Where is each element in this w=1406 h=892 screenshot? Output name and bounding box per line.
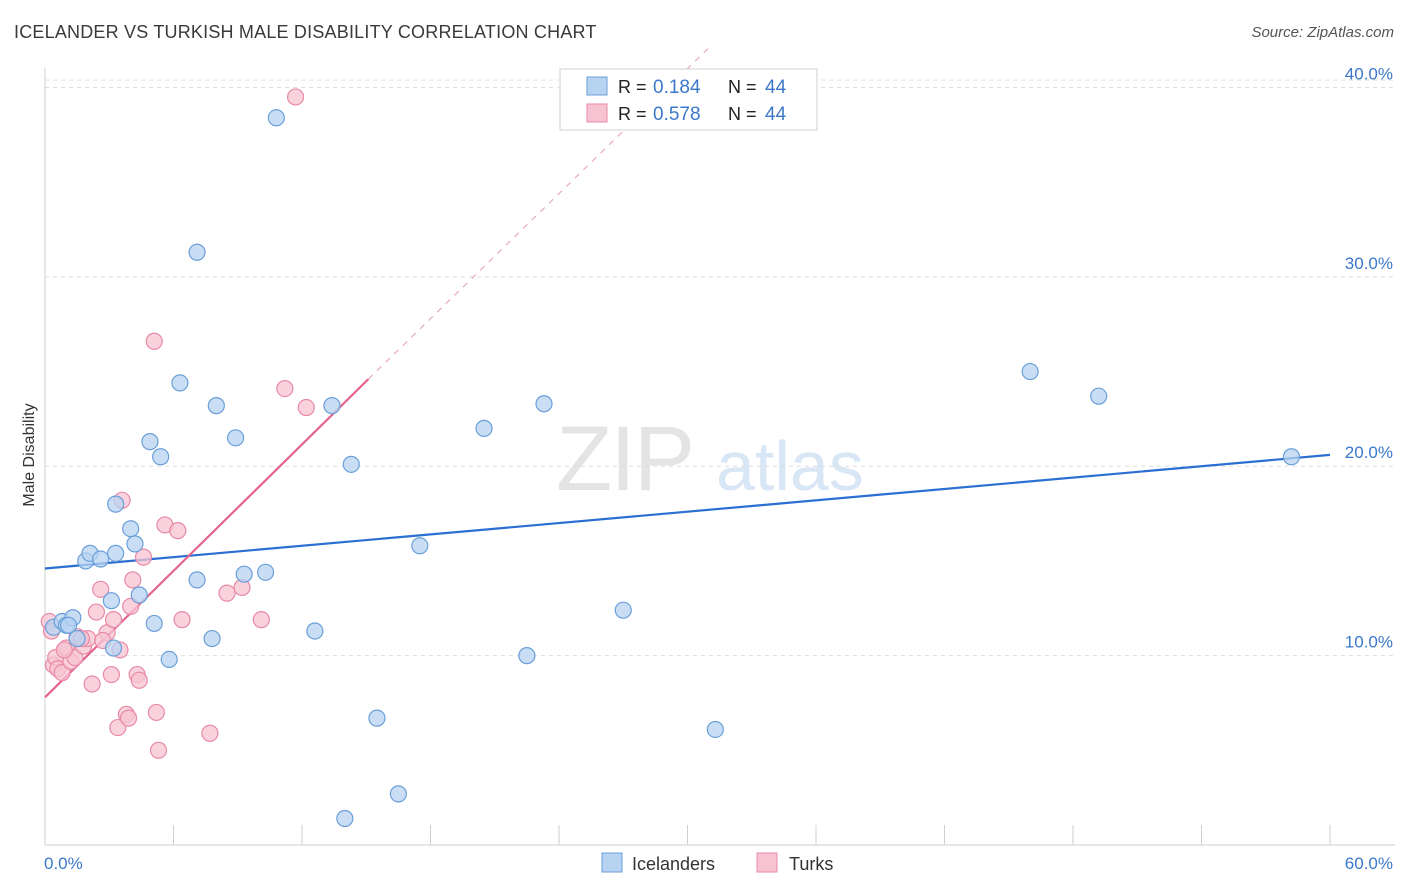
legend-n-label-1: N = xyxy=(728,77,757,97)
point-turks-29 xyxy=(149,741,168,759)
point-icelanders-34 xyxy=(411,537,429,555)
point-icelanders-25 xyxy=(235,565,253,583)
x-tick-min: 0.0% xyxy=(44,854,83,873)
point-icelanders-13 xyxy=(126,535,144,553)
point-icelanders-19 xyxy=(171,374,189,392)
legend-r-label-1: R = xyxy=(618,77,647,97)
point-turks-15 xyxy=(104,611,123,629)
x-tick-max: 60.0% xyxy=(1345,854,1393,873)
point-icelanders-11 xyxy=(107,495,125,513)
point-icelanders-10 xyxy=(107,544,125,562)
point-icelanders-27 xyxy=(267,109,285,127)
point-turks-13 xyxy=(92,580,110,598)
point-icelanders-18 xyxy=(160,650,178,669)
legend-r-label-2: R = xyxy=(618,104,647,124)
point-turks-38 xyxy=(297,398,315,417)
point-turks-36 xyxy=(252,611,270,629)
point-turks-32 xyxy=(173,611,191,629)
legend-n-label-2: N = xyxy=(728,104,757,124)
bottom-legend-label-icelanders: Icelanders xyxy=(632,854,715,874)
point-turks-40 xyxy=(55,641,73,659)
legend-r-value-1: 0.184 xyxy=(653,77,701,98)
point-turks-17 xyxy=(109,718,127,737)
legend-swatch-icelanders xyxy=(586,76,608,96)
point-turks-22 xyxy=(122,597,140,615)
point-icelanders-29 xyxy=(323,397,341,415)
point-icelanders-4 xyxy=(68,629,86,648)
point-icelanders-38 xyxy=(614,601,632,619)
bottom-legend-swatch-turks xyxy=(756,852,778,873)
source-credit: Source: ZipAtlas.com xyxy=(1251,24,1394,41)
point-icelanders-17 xyxy=(152,448,170,466)
point-icelanders-16 xyxy=(145,614,163,633)
point-icelanders-26 xyxy=(256,563,275,581)
point-icelanders-43 xyxy=(59,616,78,634)
point-icelanders-41 xyxy=(1090,387,1108,405)
point-turks-26 xyxy=(134,548,153,566)
data-points xyxy=(40,88,1301,828)
point-icelanders-7 xyxy=(92,550,110,568)
point-icelanders-24 xyxy=(227,429,245,447)
point-icelanders-42 xyxy=(1282,448,1301,466)
point-icelanders-32 xyxy=(368,709,386,727)
y-tick-label-10: 10.0% xyxy=(1345,633,1393,652)
point-icelanders-33 xyxy=(389,785,407,803)
point-turks-25 xyxy=(130,671,148,689)
point-icelanders-9 xyxy=(104,639,123,657)
point-icelanders-20 xyxy=(188,571,206,589)
point-turks-33 xyxy=(201,724,219,742)
point-icelanders-37 xyxy=(535,395,553,413)
y-axis-label: Male Disability xyxy=(21,403,38,506)
point-turks-12 xyxy=(87,603,106,621)
point-turks-28 xyxy=(147,703,165,722)
point-icelanders-39 xyxy=(706,720,724,739)
y-tick-label-40: 40.0% xyxy=(1345,64,1393,83)
point-turks-34 xyxy=(218,584,236,602)
point-icelanders-36 xyxy=(518,647,536,665)
trend-line-turks xyxy=(44,378,370,699)
watermark-zip: ZIP xyxy=(556,408,693,510)
point-icelanders-12 xyxy=(122,520,140,538)
point-icelanders-31 xyxy=(342,455,360,473)
y-tick-label-20: 20.0% xyxy=(1345,443,1393,462)
point-icelanders-28 xyxy=(306,622,324,640)
legend-n-value-2: 44 xyxy=(765,104,787,125)
y-tick-label-30: 30.0% xyxy=(1345,254,1393,273)
legend-box: R = 0.184 N = 44 R = 0.578 N = 44 xyxy=(559,68,818,131)
point-turks-11 xyxy=(83,675,101,693)
bottom-legend-swatch-icelanders xyxy=(601,852,623,873)
point-turks-4 xyxy=(53,664,71,682)
trend-lines xyxy=(44,47,1331,699)
point-icelanders-23 xyxy=(207,397,225,415)
point-icelanders-8 xyxy=(102,592,120,610)
point-icelanders-15 xyxy=(141,433,159,451)
point-turks-39 xyxy=(286,88,305,106)
axes xyxy=(44,68,1395,846)
tick-labels: 10.0% 20.0% 30.0% 40.0% xyxy=(1345,64,1393,651)
trend-line-icelanders xyxy=(44,453,1331,570)
point-turks-27 xyxy=(145,332,163,350)
bottom-legend-label-turks: Turks xyxy=(789,854,833,874)
point-icelanders-14 xyxy=(130,586,148,604)
point-icelanders-35 xyxy=(475,419,493,437)
point-icelanders-22 xyxy=(203,629,221,648)
point-turks-37 xyxy=(276,379,294,398)
bottom-legend: Icelanders Turks xyxy=(601,852,833,874)
point-icelanders-40 xyxy=(1021,362,1039,381)
point-turks-31 xyxy=(169,522,187,540)
legend-n-value-1: 44 xyxy=(765,77,787,98)
legend-swatch-turks xyxy=(586,103,608,123)
point-icelanders-30 xyxy=(336,809,354,828)
point-turks-16 xyxy=(102,665,120,684)
chart-title: ICELANDER VS TURKISH MALE DISABILITY COR… xyxy=(14,22,597,42)
legend-r-value-2: 0.578 xyxy=(653,104,701,125)
point-icelanders-21 xyxy=(188,243,206,261)
point-turks-23 xyxy=(124,571,142,589)
point-turks-21 xyxy=(119,709,138,727)
